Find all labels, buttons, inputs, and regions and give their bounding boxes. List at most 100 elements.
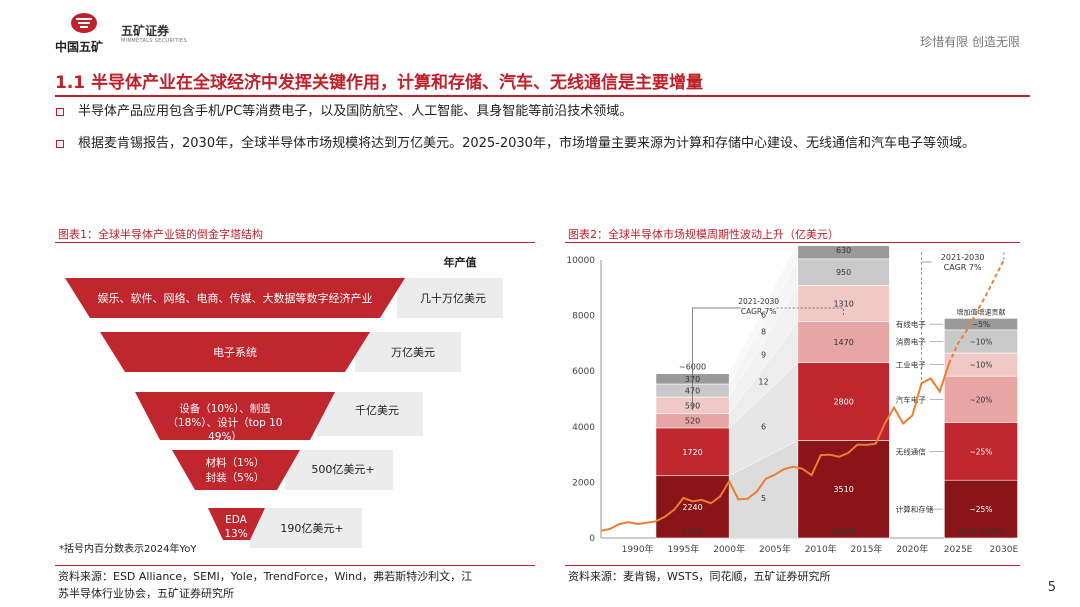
- segment-value-label: 1310: [833, 300, 853, 309]
- stacked-bar-segment: [797, 284, 890, 323]
- x-tick-label: 2015年: [851, 543, 883, 555]
- segment-value-label: 1720: [682, 448, 702, 457]
- market-size-chart: 0 2000 4000 6000 8000 10000 1990年 1995年 2000年 200…: [566, 246, 1019, 555]
- tier-4-value-box: [285, 450, 393, 490]
- tier-5-value: 190亿美元+: [280, 522, 343, 535]
- bullet-square-icon: [56, 140, 64, 148]
- tier-5-value-box: [250, 508, 362, 548]
- bar-category-label: 2030E: [831, 527, 856, 536]
- y-tick-label: 2000: [572, 478, 595, 488]
- value-header: 年产值: [444, 255, 477, 269]
- contribution-bar-segment: [944, 422, 1018, 481]
- stacked-bar-segment: [797, 440, 890, 539]
- segment-value-label: 3510: [833, 485, 853, 494]
- segment-name-label: 有线电子: [896, 319, 926, 329]
- contribution-bar-segment: [944, 479, 1018, 539]
- stacked-bar-segment: [655, 427, 730, 477]
- segment-name-label: 无线通信: [896, 446, 926, 456]
- market-size-line: [600, 363, 950, 532]
- tier-5-label-line-1: EDA: [225, 514, 248, 526]
- tier-5-band: [208, 508, 265, 540]
- bullet-2-text: 根据麦肯锡报告，2030年，全球半导体市场规模将达到万亿美元。2025-2030…: [78, 136, 975, 151]
- segment-value-label: 2240: [682, 503, 702, 512]
- figure2-caption-rule: [565, 242, 1020, 243]
- x-tick-label: 2020年: [896, 543, 928, 555]
- figure1-source: 资料来源：ESD Alliance，SEMI，Yole，TrendForce，W…: [58, 568, 538, 602]
- bullet-1: 半导体产品应用包含手机/PC等消费电子，以及国防航空、人工智能、具身智能等前沿技…: [56, 99, 1036, 125]
- tier-5-label-line-2: 13%: [224, 528, 247, 540]
- stacked-bar-segment: [797, 246, 890, 260]
- cagr-bracket-left: [692, 307, 741, 411]
- tier-2-value-box: [355, 332, 461, 372]
- y-tick-label: 6000: [572, 367, 595, 377]
- figure2-source: 资料来源：麦肯锡，WSTS，同花顺，五矿证券研究所: [568, 570, 831, 583]
- cagr-label-line-1: 2021-2030: [738, 297, 779, 306]
- company-logo: 中国五矿 五矿证券 MINMETALS SECURITIES: [55, 12, 187, 58]
- figure2-caption: 图表2：全球半导体市场规模周期性波动上升（亿美元）: [568, 228, 839, 241]
- tier-4-label-line-2: 封装（5%）: [206, 471, 265, 484]
- y-tick-label: 0: [589, 534, 595, 544]
- company-name: 中国五矿: [55, 40, 104, 54]
- contribution-value-label: ~25%: [969, 447, 992, 456]
- x-tick-label: 1995年: [667, 543, 699, 555]
- tier-3-label-line-2: （18%）、设计（top 10: [168, 416, 283, 429]
- tier-3-label-line-3: 49%）: [208, 431, 242, 443]
- segment-name-label: 计算和存储: [896, 504, 934, 514]
- contribution-value-label: ~20%: [969, 395, 992, 404]
- figure1-caption-rule: [55, 242, 535, 243]
- tier-4-band: [172, 450, 300, 490]
- growth-cagr-label: 9: [761, 350, 766, 359]
- contribution-bar-segment: [944, 375, 1018, 423]
- page-title: 1.1 半导体产业在全球经济中发挥关键作用，计算和存储、汽车、无线通信是主要增量: [55, 73, 704, 93]
- inverted-pyramid-diagram: 年产值 娱乐、软件、网络、电商、传媒、大数据等数字经济产业 几十万亿美元 电子系…: [59, 255, 503, 555]
- growth-cagr-label: 8: [761, 327, 766, 336]
- title-divider: [55, 95, 1030, 97]
- tier-3-label-line-1: 设备（10%）、制造: [179, 402, 271, 415]
- x-tick-label: 2005年: [759, 543, 791, 555]
- contribution-value-label: ~10%: [969, 337, 992, 346]
- y-tick-label: 10000: [566, 256, 595, 266]
- bar-category-label: 2021: [682, 527, 702, 536]
- segment-value-label: 2800: [833, 398, 853, 407]
- tier-1-value: 几十万亿美元: [420, 291, 486, 305]
- segment-name-label: 汽车电子: [896, 394, 926, 404]
- broker-subtitle: MINMETALS SECURITIES: [121, 38, 187, 44]
- page-number: 5: [1047, 580, 1056, 595]
- tier-2-value: 万亿美元: [391, 346, 435, 359]
- contribution-bar-segment: [944, 318, 1018, 331]
- bar-category-label: 2021-2030E: [957, 527, 1006, 536]
- x-tick-label: 1990年: [622, 543, 654, 555]
- x-tick-label: 2030E: [990, 545, 1019, 555]
- segment-value-label: 630: [836, 246, 851, 255]
- minmetals-emblem-icon: [71, 13, 97, 33]
- tier-4-label-line-1: 材料（1%）: [206, 456, 265, 469]
- figure1-source-line-2: 苏半导体行业协会，五矿证券研究所: [58, 587, 234, 600]
- slogan: 珍惜有限 创造无限: [920, 35, 1020, 49]
- tier-1-label: 娱乐、软件、网络、电商、传媒、大数据等数字经济产业: [98, 291, 373, 305]
- tier-4-value: 500亿美元+: [311, 463, 374, 476]
- figure1-caption: 图表1：全球半导体产业链的倒金字塔结构: [58, 228, 263, 241]
- bullet-1-text: 半导体产品应用包含手机/PC等消费电子，以及国防航空、人工智能、具身智能等前沿技…: [78, 104, 633, 119]
- bullet-square-icon: [56, 108, 64, 116]
- contribution-value-label: ~5%: [972, 320, 990, 329]
- tier-2-band: [100, 332, 370, 372]
- cagr-label-line-2: CAGR 7%: [741, 307, 777, 316]
- segment-value-label: 1470: [833, 338, 853, 347]
- y-tick-label: 8000: [572, 312, 595, 322]
- tier-2-label: 电子系统: [213, 346, 257, 359]
- stacked-bar-segment: [655, 475, 730, 539]
- segment-name-label: 工业电子: [896, 360, 926, 370]
- tier-3-value-box: [317, 392, 423, 436]
- figure1-note: *括号内百分数表示2024年YoY: [59, 542, 197, 555]
- tier-1-band: [65, 278, 405, 318]
- market-size-projection-line: [947, 259, 1005, 365]
- figure1-source-line-1: 资料来源：ESD Alliance，SEMI，Yole，TrendForce，W…: [58, 570, 473, 583]
- growth-cagr-label: 5: [761, 494, 766, 503]
- x-tick-label: 2025E: [944, 545, 973, 555]
- tier-1-value-box: [397, 278, 503, 318]
- segment-name-label: 消费电子: [896, 336, 926, 346]
- contribution-value-label: ~25%: [969, 505, 992, 514]
- tier-3-band: [135, 392, 335, 440]
- tier-3-value: 千亿美元: [355, 404, 399, 417]
- contribution-header: 增加值增速贡献: [956, 307, 1005, 316]
